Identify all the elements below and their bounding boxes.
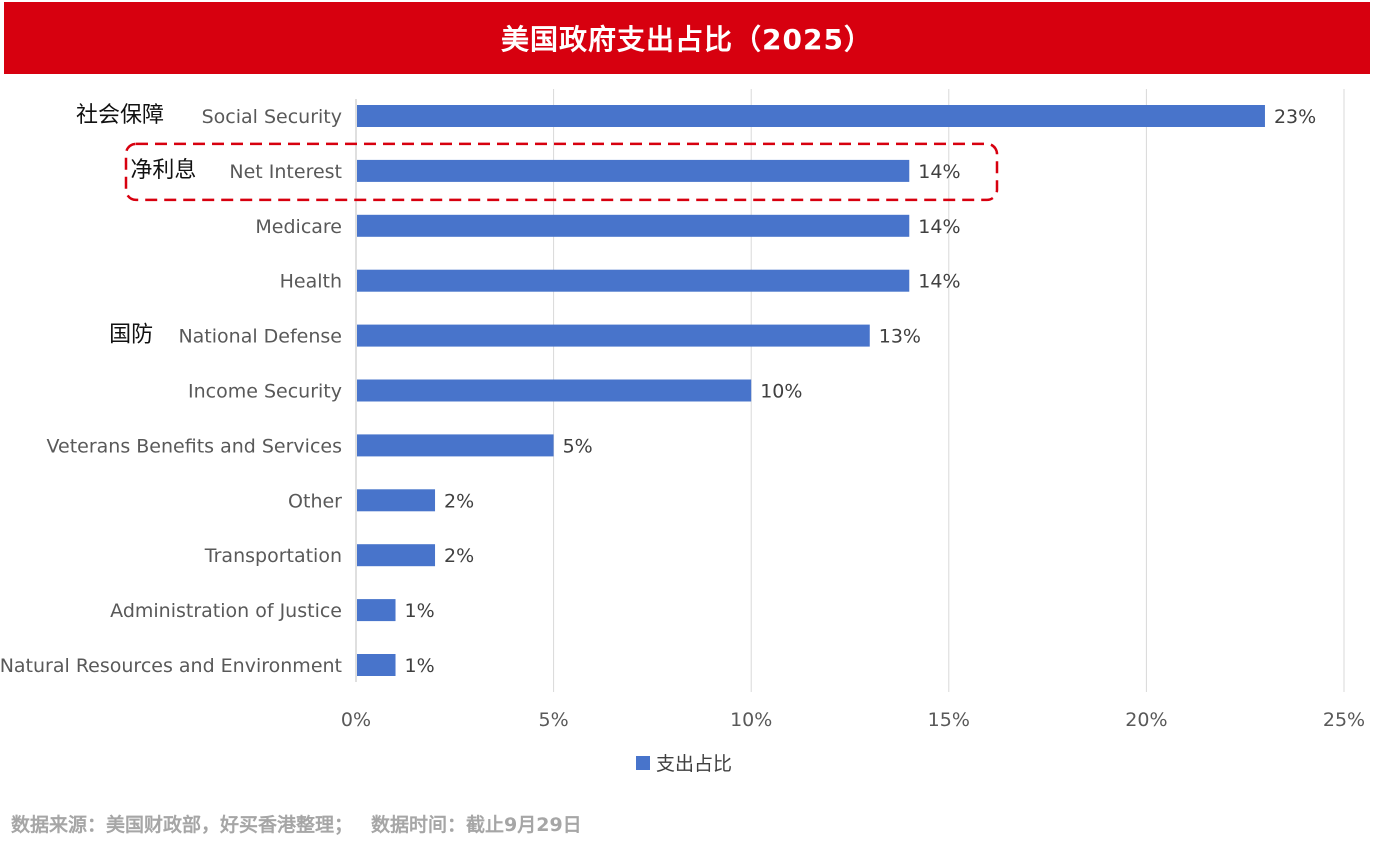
bar [357,544,436,567]
bar [357,599,396,622]
x-tick-label: 5% [539,709,569,731]
bar [357,214,910,237]
bar [357,105,1265,127]
legend-swatch [636,755,650,770]
bar [357,434,554,457]
category-label: Medicare [255,216,342,238]
legend-label: 支出占比 [656,753,733,775]
data-label: 10% [760,381,802,403]
category-label: Net Interest [229,161,342,183]
bar [357,324,870,347]
source-text: 数据来源：美国财政部，好买香港整理； [11,814,354,836]
data-label: 14% [918,216,960,238]
data-label: 2% [444,490,474,512]
bar [357,489,436,512]
category-label: Social Security [202,106,342,128]
bar [357,159,910,182]
category-label: Transportation [204,545,342,567]
x-tick-label: 15% [928,709,970,731]
highlight-box [124,142,999,202]
x-tick-label: 25% [1323,709,1365,731]
category-label: Administration of Justice [110,600,342,622]
data-label: 2% [444,545,474,567]
legend: 支出占比 [636,749,732,776]
data-label: 1% [405,600,435,622]
x-tick-label: 20% [1125,709,1167,731]
data-label: 23% [1274,106,1316,128]
data-label: 13% [879,326,921,348]
x-tick-label: 10% [730,709,772,731]
data-label: 14% [918,271,960,293]
category-annotation: 净利息 [130,158,196,183]
category-label: Income Security [188,381,342,403]
category-label: Health [280,271,342,293]
category-label: Other [288,490,342,512]
data-label: 5% [563,435,593,457]
date-text: 数据时间：截止9月29日 [371,814,582,836]
source-note: 数据来源：美国财政部，好买香港整理； 数据时间：截止9月29日 [11,810,582,837]
category-annotation: 社会保障 [76,103,164,128]
bar [357,379,752,402]
category-label: National Defense [178,326,342,348]
x-tick-label: 0% [341,709,371,731]
category-label: Veterans Benefits and Services [46,435,342,457]
data-label: 1% [405,655,435,677]
category-annotation: 国防 [109,323,153,348]
chart-title: 美国政府支出占比（2025） [4,2,1370,74]
bar [357,654,396,676]
bar [357,269,910,292]
category-label: Natural Resources and Environment [0,655,342,677]
data-label: 14% [918,161,960,183]
